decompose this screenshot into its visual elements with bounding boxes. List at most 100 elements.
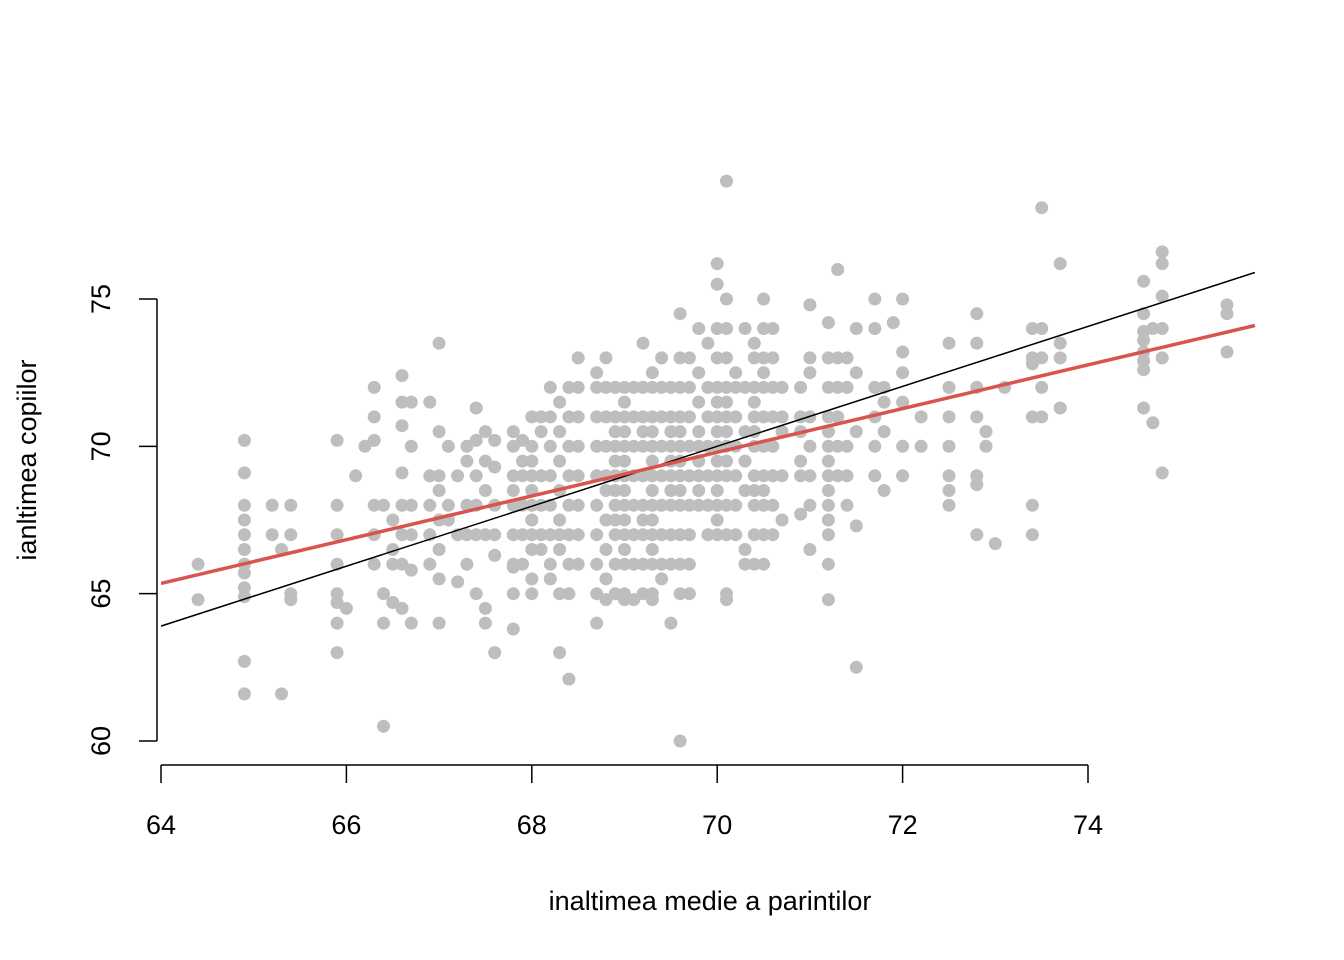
data-point (404, 439, 418, 453)
data-point (766, 410, 780, 424)
data-point (831, 380, 845, 394)
fit-line-red (161, 323, 1256, 586)
data-point (720, 395, 733, 409)
data-point (729, 366, 743, 380)
data-point (655, 380, 669, 394)
data-point (747, 528, 761, 542)
data-point (191, 593, 205, 607)
data-point (655, 572, 669, 586)
data-point (849, 519, 863, 533)
data-point (525, 498, 539, 512)
data-point (516, 469, 529, 483)
data-point (840, 351, 854, 365)
data-point (747, 498, 761, 512)
data-point (330, 433, 344, 447)
data-point (738, 454, 752, 468)
x-tick-label: 66 (331, 810, 361, 840)
data-point (710, 484, 724, 497)
data-point (701, 336, 715, 350)
data-point (377, 498, 390, 512)
data-point (673, 351, 687, 365)
data-point (738, 557, 752, 571)
data-point (766, 469, 780, 483)
data-point (506, 484, 520, 497)
data-point (478, 454, 492, 468)
data-point (794, 454, 808, 468)
data-point (460, 439, 474, 453)
data-point (636, 439, 650, 453)
data-point (237, 528, 251, 542)
data-point (710, 322, 724, 335)
data-point (404, 528, 418, 542)
data-point (237, 687, 251, 701)
data-point (1025, 410, 1039, 424)
data-point (451, 469, 465, 483)
data-point (1137, 401, 1151, 415)
data-point (868, 469, 882, 483)
data-point (766, 528, 780, 542)
data-point (636, 587, 650, 601)
x-tick-label: 64 (146, 810, 176, 840)
data-point (618, 498, 631, 512)
data-point (682, 557, 696, 571)
data-point (775, 469, 789, 483)
data-point (1035, 351, 1049, 365)
data-point (896, 469, 910, 483)
data-point (404, 616, 418, 630)
data-point (729, 528, 743, 542)
data-point (1025, 528, 1039, 542)
data-point (701, 528, 715, 542)
data-point (692, 322, 706, 335)
data-point (460, 454, 474, 468)
data-point (970, 528, 984, 542)
data-point (432, 336, 446, 350)
data-point (664, 410, 678, 424)
data-point (738, 543, 752, 556)
data-point (720, 174, 733, 188)
data-point (460, 557, 474, 571)
data-point (970, 307, 984, 321)
data-point (701, 469, 715, 483)
data-point (1035, 322, 1049, 335)
data-point (868, 439, 882, 453)
data-point (821, 557, 835, 571)
data-point (1137, 307, 1151, 321)
data-point (701, 498, 715, 512)
data-point (590, 380, 604, 394)
data-point (757, 366, 771, 380)
data-point (1025, 322, 1039, 335)
data-point (1025, 357, 1039, 371)
data-point (330, 646, 344, 660)
data-point (664, 484, 678, 497)
data-point (469, 587, 483, 601)
data-point (673, 557, 687, 571)
data-point (599, 439, 613, 453)
data-point (571, 351, 585, 365)
data-point (423, 557, 437, 571)
data-point (553, 425, 567, 439)
data-point (747, 351, 761, 365)
data-point (608, 425, 622, 439)
data-points (191, 174, 1234, 748)
data-point (377, 616, 390, 630)
y-tick-label: 60 (86, 726, 116, 756)
data-point (682, 498, 696, 512)
data-point (525, 587, 539, 601)
data-point (618, 425, 631, 439)
data-point (608, 498, 622, 512)
data-point (970, 478, 984, 492)
data-point (525, 513, 539, 527)
data-point (821, 528, 835, 542)
data-point (710, 469, 724, 483)
data-point (395, 601, 409, 615)
data-point (284, 498, 298, 512)
data-point (636, 498, 650, 512)
data-point (608, 557, 622, 571)
data-point (460, 498, 474, 512)
data-point (757, 528, 771, 542)
data-point (775, 380, 789, 394)
data-point (284, 593, 298, 607)
data-point (645, 469, 659, 483)
data-point (469, 528, 483, 542)
